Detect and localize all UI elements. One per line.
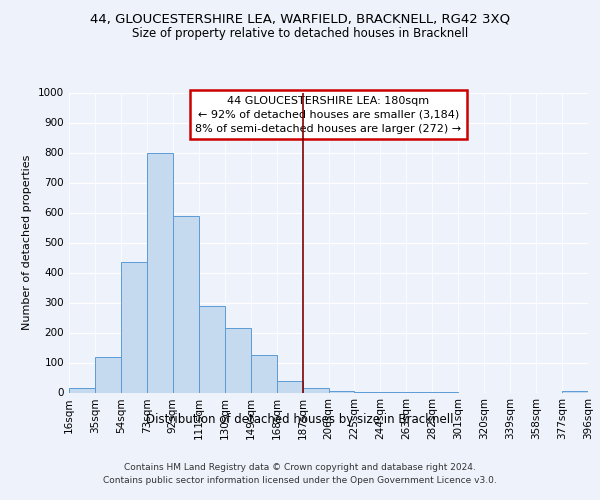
Text: Contains HM Land Registry data © Crown copyright and database right 2024.: Contains HM Land Registry data © Crown c… — [124, 462, 476, 471]
Bar — [173, 216, 199, 392]
Bar — [277, 380, 302, 392]
Bar — [69, 388, 95, 392]
Text: 44 GLOUCESTERSHIRE LEA: 180sqm
← 92% of detached houses are smaller (3,184)
8% o: 44 GLOUCESTERSHIRE LEA: 180sqm ← 92% of … — [196, 96, 461, 134]
Text: Size of property relative to detached houses in Bracknell: Size of property relative to detached ho… — [132, 28, 468, 40]
Bar — [562, 391, 588, 392]
Bar — [251, 355, 277, 393]
Bar — [302, 388, 329, 392]
Text: Contains public sector information licensed under the Open Government Licence v3: Contains public sector information licen… — [103, 476, 497, 485]
Y-axis label: Number of detached properties: Number of detached properties — [22, 155, 32, 330]
Bar — [329, 391, 355, 392]
Text: 44, GLOUCESTERSHIRE LEA, WARFIELD, BRACKNELL, RG42 3XQ: 44, GLOUCESTERSHIRE LEA, WARFIELD, BRACK… — [90, 12, 510, 26]
Bar — [121, 262, 147, 392]
Bar — [95, 356, 121, 392]
Bar — [147, 152, 173, 392]
Bar — [225, 328, 251, 392]
Bar — [199, 306, 224, 392]
Text: Distribution of detached houses by size in Bracknell: Distribution of detached houses by size … — [146, 412, 454, 426]
